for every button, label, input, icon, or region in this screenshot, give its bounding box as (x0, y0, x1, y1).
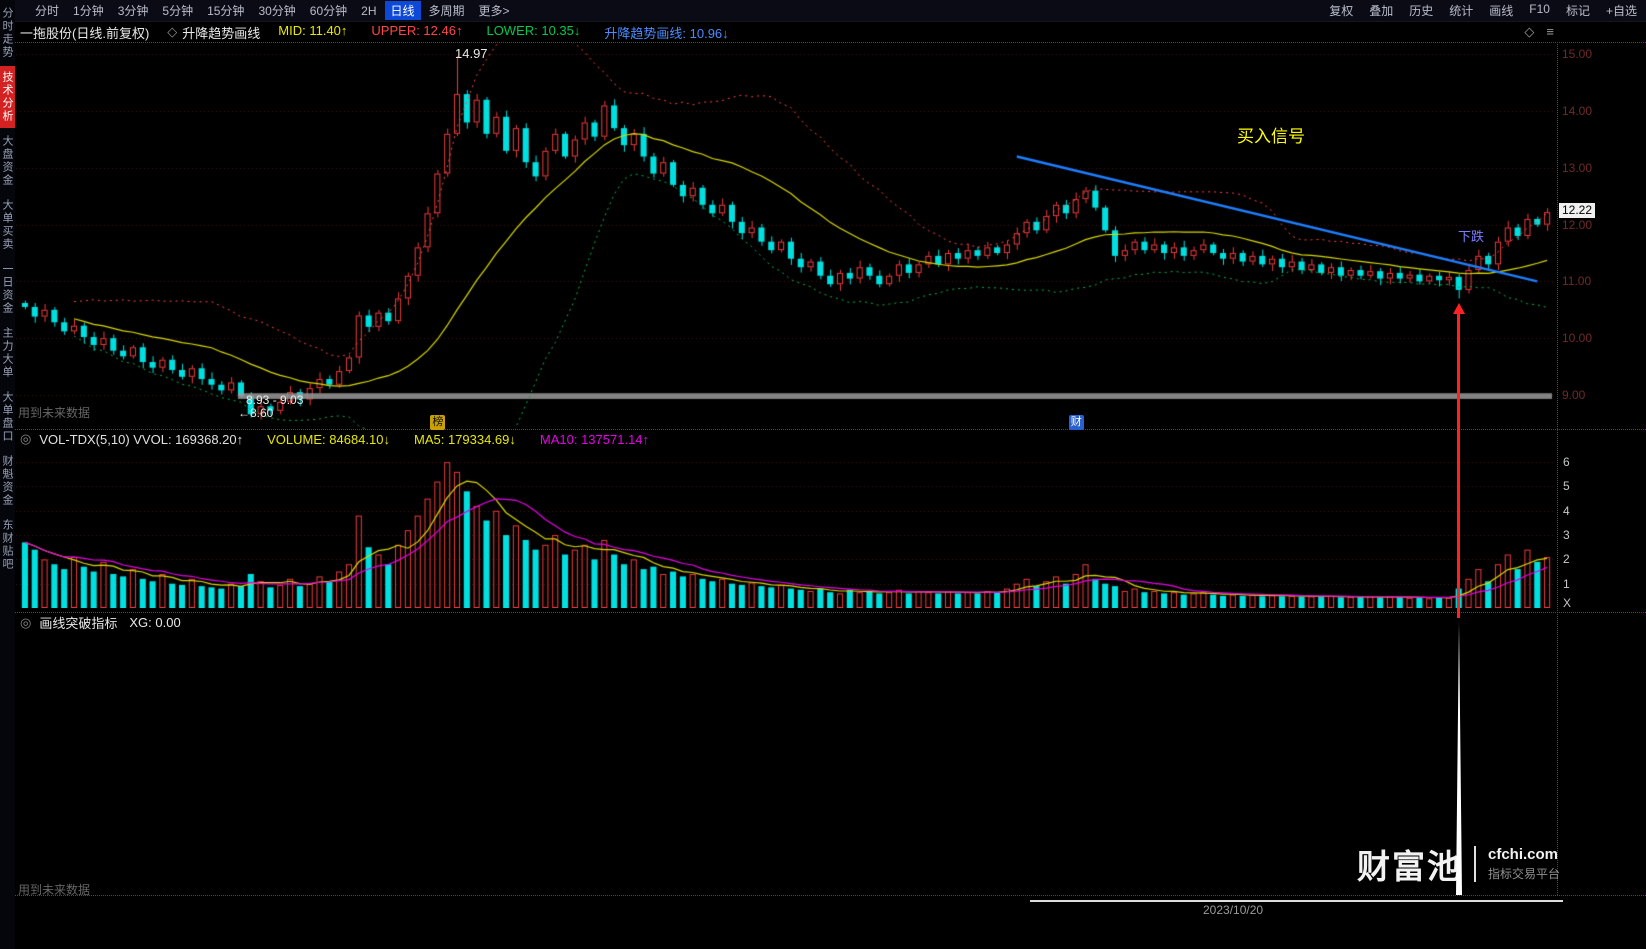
brand-divider (1474, 846, 1476, 882)
diamond-icon: ◇ (167, 24, 178, 39)
indicator-circle-icon[interactable]: ◎ (20, 431, 32, 446)
indicator-circle-icon[interactable]: ◎ (20, 614, 32, 630)
top-toolbar: 分时 1分钟 3分钟 5分钟 15分钟 30分钟 60分钟 2H 日线 多周期 更多> 复权 叠加 历史… (15, 0, 1646, 22)
event-badge[interactable]: 榜 (430, 415, 446, 430)
price-axis-label: 9.00 (1562, 387, 1586, 402)
volume-axis-label: 2 (1563, 552, 1570, 567)
toolbar-button[interactable]: 历史 (1409, 4, 1434, 18)
brand-tagline: 指标交易平台 (1488, 867, 1561, 881)
price-axis-label: 12.00 (1562, 217, 1593, 232)
price-axis-label: 13.00 (1562, 160, 1593, 175)
peak-price-label: 14.97 (455, 46, 488, 61)
sidebar-item[interactable]: 大单买卖 (1, 199, 13, 251)
indicator-name[interactable]: 升降趋势画线 (182, 25, 261, 41)
pane-divider (15, 42, 1646, 43)
chart-title-bar: 一拖股份(日线.前复权) ◇ 升降趋势画线 MID: 11.40↑ UPPER: … (15, 22, 1646, 42)
volume-value: MA10: 137571.14↑ (539, 431, 650, 447)
toolbar-right: 复权 叠加 历史 统计 画线 F10 标记 +自选 (1322, 1, 1646, 20)
period-tab[interactable]: 分时 (35, 4, 60, 18)
brand-site: cfchi.com (1488, 846, 1559, 863)
arrow-shaft (1457, 314, 1461, 618)
indicator-pane-value: XG: 0.00 (129, 615, 181, 630)
toolbar-button[interactable]: 画线 (1489, 4, 1514, 18)
indicator-values: MID: 11.40↑ UPPER: 12.46↑ LOWER: 10.35↓ 升降趋… (278, 23, 728, 42)
volume-value: MA5: 179334.69↓ (413, 431, 516, 447)
price-axis-label: 15.00 (1562, 47, 1593, 62)
buy-signal-arrow-icon (1452, 303, 1465, 618)
volume-axis-label: 3 (1563, 528, 1570, 543)
volume-value: VOLUME: 84684.10↓ (267, 431, 390, 447)
indicator-spike (1455, 622, 1462, 895)
indicator-value: MID: 11.40↑ (278, 22, 348, 38)
price-axis-label: 11.00 (1562, 274, 1592, 289)
zone-price-label: 8.93 - 9.03 (246, 393, 304, 407)
sidebar-item[interactable]: 分时走势 (1, 7, 13, 59)
period-tab[interactable]: 1分钟 (73, 4, 104, 18)
sidebar-item[interactable]: 技术分析 (0, 66, 15, 128)
indicator-value: LOWER: 10.35↓ (486, 22, 581, 38)
toolbar-button[interactable]: 标记 (1565, 4, 1590, 18)
left-nav: 分时走势技术分析大盘资金大单买卖一日资金主力大单大单盘口财魁资金东财贴吧 (0, 0, 15, 949)
volume-axis-label: 5 (1563, 479, 1570, 494)
brand-name: 财富池 (1357, 848, 1462, 885)
period-tab[interactable]: 日线 (384, 1, 421, 20)
axis-divider (1557, 42, 1558, 895)
indicator-pane-name[interactable]: 画线突破指标 (39, 616, 118, 631)
volume-axis-label: 4 (1563, 503, 1570, 518)
future-data-watermark: 用到未来数据 (18, 406, 91, 420)
period-tab[interactable]: 多周期 (428, 4, 465, 18)
price-axis-label: 10.00 (1562, 331, 1593, 346)
pane-corner-icon[interactable]: ≡ (1546, 24, 1554, 39)
sidebar-item[interactable]: 一日资金 (1, 263, 13, 315)
period-tab[interactable]: 15分钟 (207, 4, 245, 18)
axis-date-label: 2023/10/20 (1203, 903, 1264, 917)
buy-signal-label: 买入信号 (1237, 127, 1305, 146)
period-tabs: 分时 1分钟 3分钟 5分钟 15分钟 30分钟 60分钟 2H 日线 多周期 更多> (15, 1, 516, 20)
arrow-head-icon (1452, 303, 1465, 315)
volume-chart-canvas[interactable] (16, 450, 1556, 608)
period-tab[interactable]: 60分钟 (309, 4, 348, 18)
volume-axis-label: 1 (1563, 576, 1570, 591)
period-tab[interactable]: 5分钟 (162, 4, 194, 18)
volume-axis-label: 6 (1563, 455, 1570, 470)
toolbar-button[interactable]: 复权 (1329, 4, 1354, 18)
main-chart-canvas[interactable] (16, 43, 1556, 429)
volume-values: VOL-TDX(5,10) VVOL: 169368.20↑ VOLUME: 84… (39, 432, 649, 447)
pane-corner-icons: ◇ ≡ (1524, 24, 1646, 40)
volume-axis-unit: X (1563, 596, 1572, 610)
bottom-axis-line (1030, 900, 1563, 902)
toolbar-button[interactable]: 叠加 (1369, 4, 1394, 18)
pane-divider (15, 895, 1646, 896)
toolbar-button[interactable]: 统计 (1449, 4, 1474, 18)
pane-divider[interactable] (15, 429, 1646, 430)
symbol-title: 一拖股份(日线.前复权) (20, 25, 150, 41)
price-axis-label: 14.00 (1562, 104, 1593, 119)
sidebar-item[interactable]: 大单盘口 (1, 391, 13, 443)
pane-divider[interactable] (15, 612, 1646, 613)
toolbar-button[interactable]: F10 (1529, 2, 1550, 16)
sidebar-item[interactable]: 财魁资金 (1, 455, 13, 507)
indicator-value: UPPER: 12.46↑ (371, 22, 463, 38)
toolbar-button[interactable]: +自选 (1605, 4, 1637, 18)
event-badge[interactable]: 财 (1068, 415, 1084, 430)
volume-header: ◎ VOL-TDX(5,10) VVOL: 169368.20↑ VOLUME: … (20, 430, 649, 448)
indicator-pane-header: ◎ 画线突破指标 XG: 0.00 (20, 613, 181, 632)
period-tab[interactable]: 3分钟 (117, 4, 149, 18)
volume-value: VOL-TDX(5,10) VVOL: 169368.20↑ (39, 431, 244, 447)
period-tab[interactable]: 30分钟 (258, 4, 296, 18)
brand-logo: 财富池 cfchi.com 指标交易平台 (1357, 840, 1560, 888)
downtrend-label: 下跌 (1458, 229, 1485, 244)
future-data-watermark: 用到未来数据 (18, 883, 91, 897)
pane-corner-icon[interactable]: ◇ (1524, 24, 1535, 39)
sidebar-item[interactable]: 主力大单 (1, 327, 13, 379)
last-price-badge: 12.22 (1559, 203, 1596, 219)
sidebar-item[interactable]: 大盘资金 (1, 135, 13, 187)
low-price-label: ←8.60 (238, 406, 274, 420)
period-tab[interactable]: 2H (361, 3, 377, 18)
indicator-value: 升降趋势画线: 10.96↓ (604, 25, 729, 41)
period-tab[interactable]: 更多> (478, 4, 510, 18)
sidebar-item[interactable]: 东财贴吧 (1, 519, 13, 571)
